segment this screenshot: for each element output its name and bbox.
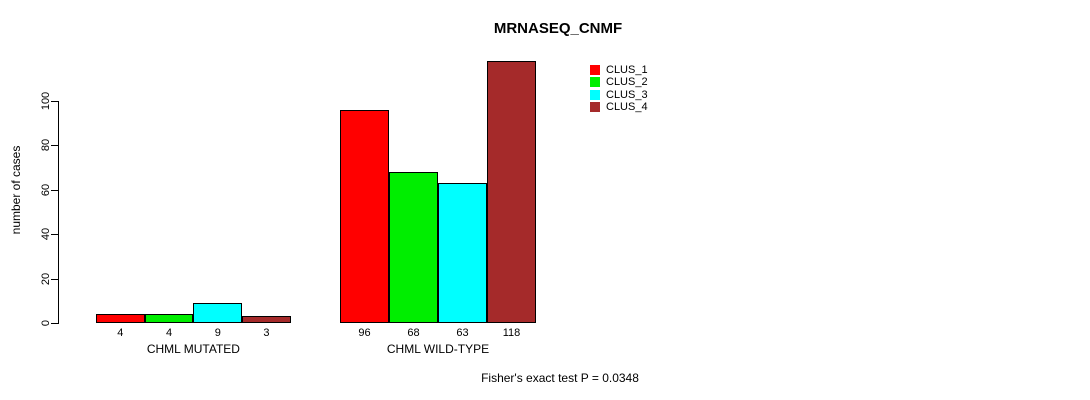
- bar-clus_1-group1: [96, 314, 145, 323]
- y-axis-tick-label: 0: [40, 319, 52, 327]
- y-axis-tick: [51, 189, 58, 191]
- bar-value-label: 63: [456, 327, 469, 339]
- chart-title: MRNASEQ_CNMF: [493, 20, 623, 37]
- bar-clus_4-group2: [487, 61, 536, 323]
- y-axis-tick-label: 20: [40, 272, 52, 285]
- legend-swatch-clus_4: [590, 102, 600, 113]
- bar-value-label: 4: [165, 327, 173, 339]
- bar-clus_2-group1: [144, 314, 194, 323]
- y-axis-tick: [51, 278, 58, 280]
- bar-clus_2-group2: [389, 172, 438, 323]
- y-axis-tick: [51, 145, 58, 147]
- bar-value-label: 9: [214, 327, 221, 339]
- legend-swatch-clus_2: [590, 77, 600, 88]
- legend-swatch-clus_1: [590, 65, 600, 75]
- x-axis-category-label: CHML WILD-TYPE: [386, 342, 490, 356]
- y-axis-label: number of cases: [9, 145, 23, 235]
- bar-value-label: 118: [502, 327, 521, 339]
- bar-value-label: 68: [407, 327, 420, 339]
- bar-value-label: 4: [117, 327, 124, 339]
- x-axis-category-label: CHML MUTATED: [146, 342, 240, 356]
- bar-value-label: 3: [263, 327, 270, 339]
- bar-clus_1-group2: [340, 109, 389, 323]
- legend-swatch-clus_3: [590, 89, 600, 100]
- bar-clus_3-group1: [193, 303, 243, 323]
- bar-value-label: 96: [358, 327, 371, 339]
- fisher-test-annotation: Fisher's exact test P = 0.0348: [481, 371, 639, 385]
- bar-clus_3-group2: [438, 183, 487, 323]
- y-axis-tick: [51, 101, 58, 102]
- legend-label: CLUS_1: [606, 64, 648, 76]
- y-axis-tick: [51, 234, 58, 236]
- y-axis-tick-label: 80: [40, 139, 52, 152]
- legend-label: CLUS_3: [606, 88, 648, 101]
- y-axis-tick-label: 60: [40, 183, 52, 196]
- y-axis-tick-label: 40: [40, 228, 52, 241]
- y-axis-line: [58, 101, 59, 324]
- bar-clus_4-group1: [242, 316, 291, 323]
- y-axis-tick-label: 100: [40, 91, 52, 111]
- legend-label: CLUS_2: [606, 76, 648, 89]
- legend-label: CLUS_4: [606, 101, 648, 114]
- y-axis-tick: [51, 323, 58, 324]
